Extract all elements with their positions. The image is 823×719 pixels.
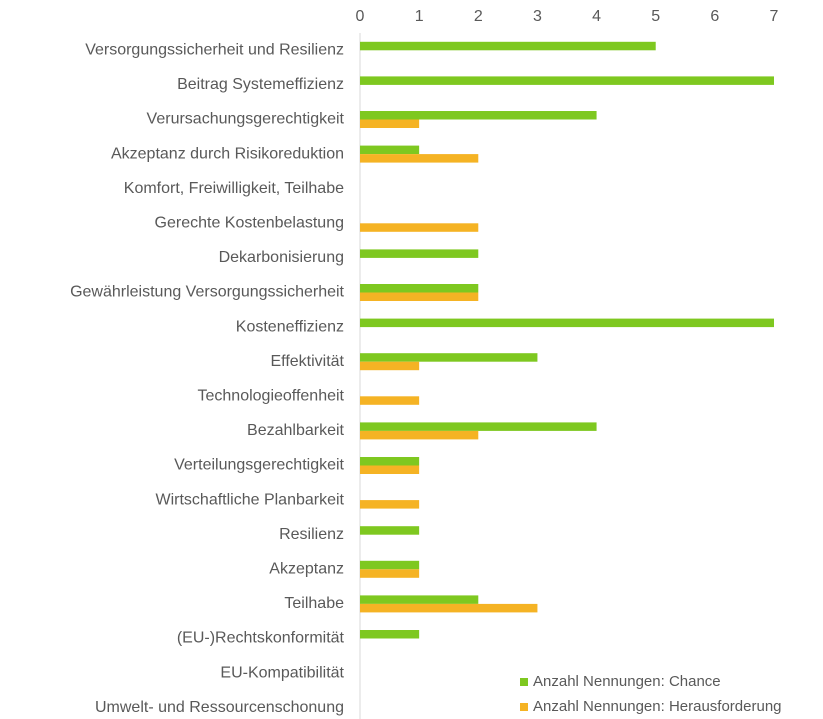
bar bbox=[360, 465, 420, 474]
legend-swatch bbox=[520, 703, 528, 711]
y-tick-label: Resilienz bbox=[279, 526, 344, 543]
y-tick-label: (EU-)Rechtskonformität bbox=[177, 630, 345, 647]
x-tick-label: 0 bbox=[356, 8, 365, 25]
x-tick-label: 4 bbox=[592, 8, 601, 25]
y-tick-label: Dekarbonisierung bbox=[219, 249, 344, 266]
bar bbox=[360, 41, 656, 51]
y-tick-label: Teilhabe bbox=[284, 595, 344, 612]
x-tick-label: 2 bbox=[474, 8, 483, 25]
x-tick-label: 6 bbox=[710, 8, 719, 25]
bar bbox=[360, 353, 538, 362]
bar bbox=[360, 569, 420, 578]
y-tick-label: Versorgungssicherheit und Resilienz bbox=[85, 42, 344, 59]
y-tick-label: Akzeptanz durch Risikoreduktion bbox=[111, 145, 344, 162]
y-tick-label: Effektivität bbox=[270, 353, 344, 370]
bar bbox=[360, 249, 479, 258]
y-tick-label: Gewährleistung Versorgungssicherheit bbox=[70, 284, 344, 301]
x-tick-label: 1 bbox=[415, 8, 424, 25]
bar bbox=[360, 457, 420, 466]
y-tick-label: Umwelt- und Ressourcenschonung bbox=[95, 699, 344, 716]
bar bbox=[360, 526, 420, 535]
bar bbox=[360, 154, 479, 163]
bar bbox=[360, 361, 420, 371]
legend-label: Anzahl Nennungen: Herausforderung bbox=[533, 698, 782, 715]
bar bbox=[360, 422, 597, 431]
bar bbox=[360, 284, 479, 293]
y-tick-label: EU-Kompatibilität bbox=[220, 664, 344, 681]
y-tick-label: Verteilungsgerechtigkeit bbox=[174, 457, 344, 474]
bar bbox=[360, 119, 420, 128]
bar bbox=[360, 603, 538, 613]
bar bbox=[360, 430, 479, 440]
y-tick-label: Gerechte Kostenbelastung bbox=[155, 215, 344, 232]
y-tick-label: Wirtschaftliche Planbarkeit bbox=[155, 491, 344, 508]
bar bbox=[360, 111, 597, 120]
legend-label: Anzahl Nennungen: Chance bbox=[533, 673, 721, 690]
y-tick-label: Bezahlbarkeit bbox=[247, 422, 345, 439]
bar bbox=[360, 396, 420, 405]
bar bbox=[360, 318, 774, 328]
y-tick-label: Technologieoffenheit bbox=[198, 388, 345, 405]
y-tick-label: Akzeptanz bbox=[269, 561, 344, 578]
y-tick-label: Beitrag Systemeffizienz bbox=[177, 76, 344, 93]
x-tick-label: 5 bbox=[651, 8, 660, 25]
bar bbox=[360, 76, 774, 85]
bar bbox=[360, 500, 420, 509]
bar bbox=[360, 560, 420, 570]
y-tick-label: Kosteneffizienz bbox=[236, 318, 344, 335]
bar bbox=[360, 292, 479, 301]
bar bbox=[360, 145, 420, 155]
bar bbox=[360, 595, 479, 604]
legend-swatch bbox=[520, 678, 528, 686]
y-tick-label: Verursachungsgerechtigkeit bbox=[147, 111, 345, 128]
x-tick-label: 3 bbox=[533, 8, 542, 25]
bar bbox=[360, 630, 420, 639]
bar bbox=[360, 223, 479, 232]
y-tick-label: Komfort, Freiwilligkeit, Teilhabe bbox=[124, 180, 344, 197]
x-tick-label: 7 bbox=[770, 8, 779, 25]
